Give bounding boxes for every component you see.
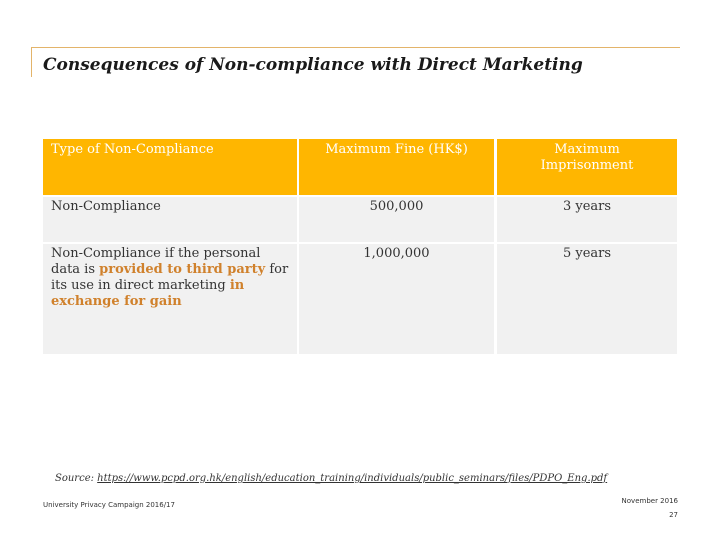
row-2-highlight-gain: in exchange for gain bbox=[51, 278, 245, 309]
row-2-highlight-third-party: provided to third party bbox=[99, 262, 266, 277]
header-rule bbox=[31, 47, 680, 48]
header-rule-left bbox=[31, 47, 32, 77]
footer-date: November 2016 bbox=[621, 497, 678, 505]
header-max-imprisonment: Maximum Imprisonment bbox=[497, 139, 677, 195]
page-number: 27 bbox=[669, 511, 678, 519]
header-type: Type of Non-Compliance bbox=[43, 139, 297, 195]
row-2-type-text-cont: for its use in direct marketing bbox=[51, 262, 289, 293]
row-1-fine: 500,000 bbox=[299, 197, 494, 242]
row-2-fine: 1,000,000 bbox=[299, 244, 494, 354]
row-1-type: Non-Compliance bbox=[43, 197, 297, 242]
slide-title: Consequences of Non-compliance with Dire… bbox=[43, 55, 583, 75]
header-max-fine: Maximum Fine (HK$) bbox=[299, 139, 494, 195]
row-1-imprisonment: 3 years bbox=[497, 197, 677, 242]
footer-meta: November 2016 27 bbox=[622, 494, 678, 522]
source-note: Source: https://www.pcpd.org.hk/english/… bbox=[55, 473, 607, 484]
source-link[interactable]: https://www.pcpd.org.hk/english/educatio… bbox=[97, 473, 608, 484]
footer-campaign: University Privacy Campaign 2016/17 bbox=[43, 501, 175, 509]
source-label: Source: bbox=[55, 473, 98, 484]
row-2-imprisonment: 5 years bbox=[497, 244, 677, 354]
row-2-type: Non-Compliance if the personal data is p… bbox=[43, 244, 297, 354]
row-2-type-text: Non-Compliance if the personal data is bbox=[51, 246, 261, 277]
